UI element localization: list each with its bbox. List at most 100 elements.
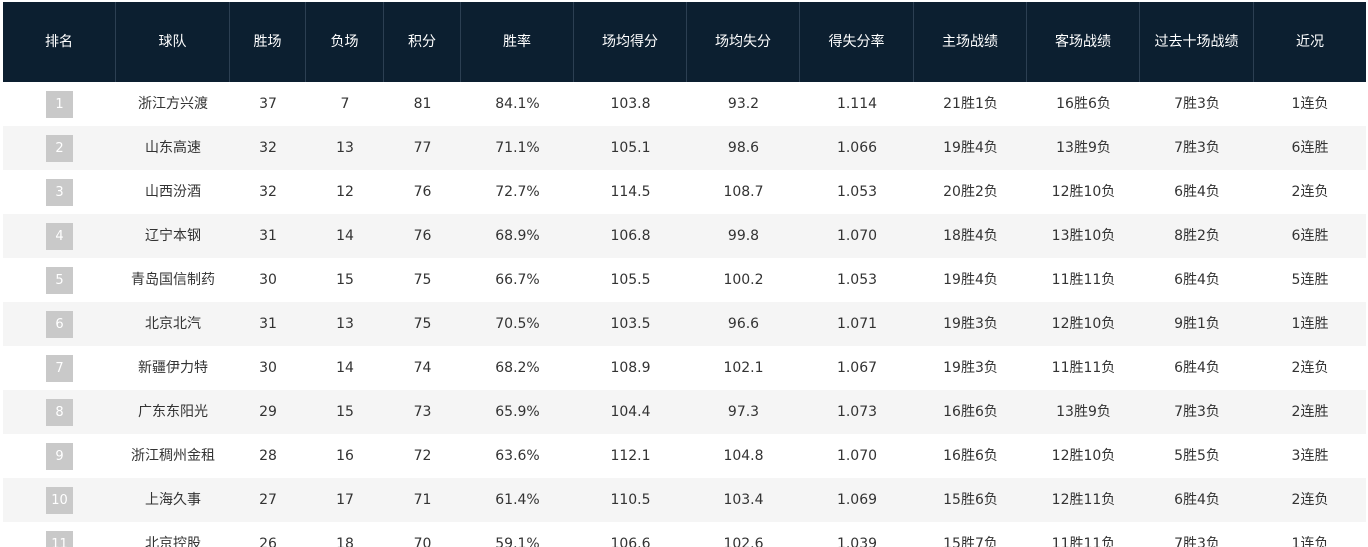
table-row: 1 浙江方兴渡 37 7 81 84.1% 103.8 93.2 1.114 21胜1负 16胜6负…	[3, 82, 1366, 126]
rank-badge: 2	[46, 134, 73, 162]
table-cell: 65.9%	[495, 404, 540, 420]
table-cell: 7	[340, 96, 350, 112]
table-row: 11 北京控股 26 18 70 59.1% 106.6 102.6 1.039 15胜7负 11胜…	[3, 522, 1366, 547]
table-cell: 6胜4负	[1174, 492, 1220, 508]
table-cell: 59.1%	[495, 536, 540, 547]
table-cell: 5胜5负	[1174, 448, 1220, 464]
header-cell: 过去十场战绩	[1140, 2, 1254, 82]
rank-badge: 1	[46, 90, 73, 118]
table-cell: 山西汾酒	[145, 184, 201, 200]
table-cell: 37	[259, 96, 277, 112]
table-cell: 68.9%	[495, 228, 540, 244]
table-cell: 7胜3负	[1174, 140, 1220, 156]
table-cell: 山东高速	[145, 140, 201, 156]
header-cell: 球队	[116, 2, 230, 82]
table-cell: 新疆伊力特	[138, 360, 208, 376]
table-cell: 13胜9负	[1056, 404, 1111, 420]
table-cell: 1.070	[836, 448, 878, 464]
table-cell: 17	[336, 492, 354, 508]
table-cell: 19胜3负	[943, 316, 998, 332]
table-cell: 2连负	[1291, 492, 1329, 508]
table-cell: 7	[3, 346, 116, 390]
table-cell: 32	[259, 184, 277, 200]
header-cell: 场均失分	[687, 2, 800, 82]
table-cell: 6胜4负	[1174, 360, 1220, 376]
rank-badge: 5	[46, 266, 73, 294]
table-cell: 112.1	[610, 448, 651, 464]
table-cell: 1.053	[836, 184, 878, 200]
header-cell: 积分	[384, 2, 461, 82]
table-cell: 30	[259, 360, 277, 376]
header-cell: 胜场	[230, 2, 306, 82]
table-row: 6 北京北汽 31 13 75 70.5% 103.5 96.6 1.071 19胜3负 12胜10…	[3, 302, 1366, 346]
table-row: 7 新疆伊力特 30 14 74 68.2% 108.9 102.1 1.067 19胜3负 11胜…	[3, 346, 1366, 390]
table-cell: 1.067	[836, 360, 878, 376]
table-cell: 1.053	[836, 272, 878, 288]
table-cell: 68.2%	[495, 360, 540, 376]
table-cell: 81	[413, 96, 432, 112]
header-row: 排名 球队 胜场 负场 积分 胜率 场均得分 场均失分 得失分率 主场战绩 客场战绩 过去十场战绩 近况	[3, 2, 1366, 82]
table-cell: 1	[3, 82, 116, 126]
table-cell: 浙江稠州金租	[131, 448, 215, 464]
table-cell: 12胜11负	[1051, 492, 1116, 508]
table-cell: 84.1%	[495, 96, 540, 112]
table-cell: 6	[3, 302, 116, 346]
table-cell: 13	[336, 140, 354, 156]
table-cell: 29	[259, 404, 277, 420]
table-cell: 70	[413, 536, 432, 547]
table-cell: 4	[3, 214, 116, 258]
table-cell: 16胜6负	[1056, 96, 1111, 112]
table-cell: 上海久事	[145, 492, 201, 508]
table-cell: 3连胜	[1291, 448, 1329, 464]
table-cell: 98.6	[727, 140, 760, 156]
table-cell: 3	[3, 170, 116, 214]
table-cell: 16胜6负	[943, 404, 998, 420]
table-cell: 5	[3, 258, 116, 302]
table-cell: 100.2	[723, 272, 764, 288]
table-row: 5 青岛国信制药 30 15 75 66.7% 105.5 100.2 1.053 19胜4负 11…	[3, 258, 1366, 302]
header-cell: 得失分率	[800, 2, 914, 82]
table-cell: 72	[413, 448, 432, 464]
table-cell: 106.8	[610, 228, 651, 244]
header-cell: 胜率	[461, 2, 574, 82]
table-cell: 19胜4负	[943, 272, 998, 288]
table-row: 2 山东高速 32 13 77 71.1% 105.1 98.6 1.066 19胜4负 13胜9负…	[3, 126, 1366, 170]
table-cell: 13胜9负	[1056, 140, 1111, 156]
table-row: 9 浙江稠州金租 28 16 72 63.6% 112.1 104.8 1.070 16胜6负 12…	[3, 434, 1366, 478]
table-cell: 12胜10负	[1051, 184, 1116, 200]
table-cell: 7胜3负	[1174, 96, 1220, 112]
table-cell: 浙江方兴渡	[138, 96, 208, 112]
table-cell: 10	[3, 478, 116, 522]
header-cell: 近况	[1296, 34, 1324, 50]
table-cell: 71.1%	[495, 140, 540, 156]
table-cell: 104.8	[723, 448, 764, 464]
table-cell: 12胜10负	[1051, 448, 1116, 464]
table-cell: 26	[259, 536, 277, 547]
table-cell: 1连胜	[1291, 316, 1329, 332]
table-cell: 9胜1负	[1174, 316, 1220, 332]
table-cell: 14	[336, 360, 354, 376]
table-cell: 1.073	[836, 404, 878, 420]
table-cell: 75	[413, 272, 432, 288]
table-cell: 63.6%	[495, 448, 540, 464]
rank-badge: 3	[46, 178, 73, 206]
table-cell: 15	[336, 272, 354, 288]
table-cell: 106.6	[610, 536, 651, 547]
table-cell: 青岛国信制药	[131, 272, 215, 288]
table-cell: 110.5	[610, 492, 651, 508]
table-cell: 1.069	[836, 492, 878, 508]
table-cell: 2连负	[1291, 184, 1329, 200]
table-cell: 30	[259, 272, 277, 288]
table-cell: 31	[259, 316, 277, 332]
table-cell: 61.4%	[495, 492, 540, 508]
table-cell: 31	[259, 228, 277, 244]
table-cell: 76	[413, 184, 432, 200]
table-cell: 7胜3负	[1174, 404, 1220, 420]
table-row: 4 辽宁本钢 31 14 76 68.9% 106.8 99.8 1.070 18胜4负 13胜10…	[3, 214, 1366, 258]
table-cell: 13	[336, 316, 354, 332]
table-cell: 96.6	[727, 316, 760, 332]
table-cell: 75	[413, 316, 432, 332]
rank-badge: 4	[46, 222, 73, 250]
table-cell: 104.4	[610, 404, 651, 420]
